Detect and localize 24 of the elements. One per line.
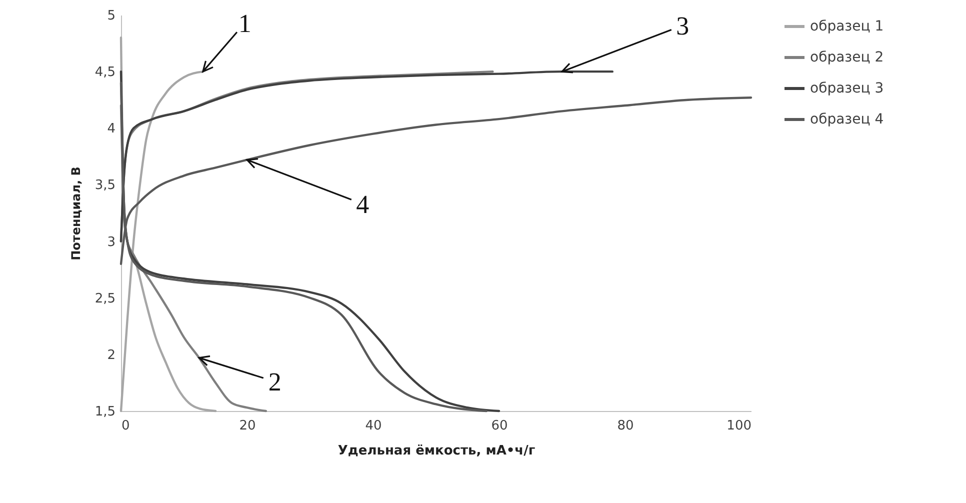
y-axis-title: Потенциал, В — [68, 166, 83, 260]
legend-label: образец 4 — [810, 112, 884, 128]
y-tick-label: 1,5 — [94, 404, 116, 420]
annotation: 3 — [676, 11, 690, 40]
y-tick-label: 4 — [107, 122, 116, 137]
y-tick-label: 2 — [107, 348, 116, 363]
x-tick-label: 60 — [491, 418, 508, 434]
x-tick-label: 100 — [726, 418, 752, 434]
legend-label: образец 2 — [810, 50, 884, 66]
y-tick-label: 2,5 — [94, 291, 116, 306]
x-tick-label: 20 — [239, 418, 256, 434]
y-tick-label: 5 — [107, 8, 116, 24]
x-tick-label: 0 — [122, 418, 130, 434]
x-axis-title: Удельная ёмкость, мА•ч/г — [338, 444, 536, 458]
y-tick-label: 3,5 — [94, 178, 116, 194]
annotation: 2 — [268, 368, 282, 397]
annotation: 4 — [356, 190, 370, 219]
legend-label: образец 1 — [810, 18, 884, 34]
x-tick-label: 80 — [617, 418, 634, 434]
annotation: 1 — [238, 9, 252, 38]
legend-label: образец 3 — [810, 80, 884, 96]
x-tick-label: 40 — [365, 418, 382, 434]
y-tick-label: 4,5 — [94, 65, 116, 80]
y-tick-label: 3 — [107, 234, 116, 250]
